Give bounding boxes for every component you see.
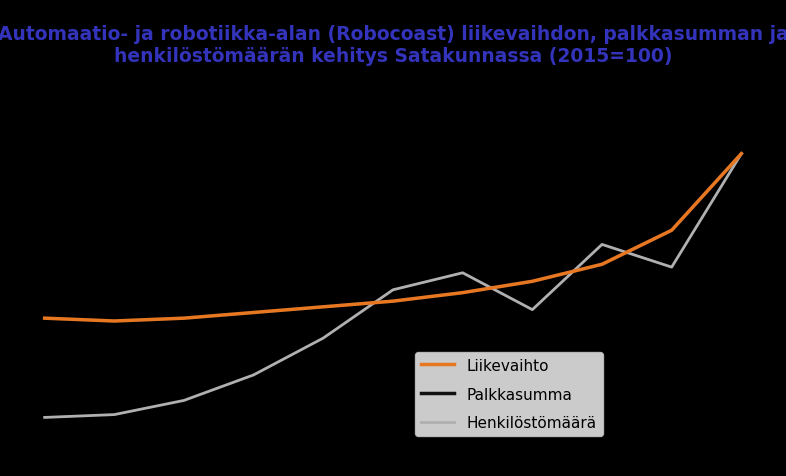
Line: Palkkasumma: Palkkasumma (45, 154, 741, 321)
Liikevaihto (179, 316, 189, 321)
Liikevaihto (667, 228, 677, 234)
Henkilöstömäärä (109, 412, 119, 417)
Palkkasumma (109, 318, 119, 324)
Palkkasumma (667, 228, 677, 234)
Henkilöstömäärä (179, 398, 189, 404)
Palkkasumma (318, 304, 328, 310)
Palkkasumma (249, 310, 259, 316)
Liikevaihto (388, 298, 398, 304)
Title: Automaatio- ja robotiikka-alan (Robocoast) liikevaihdon, palkkasumman ja
henkilö: Automaatio- ja robotiikka-alan (Robocoas… (0, 24, 786, 65)
Henkilöstömäärä (736, 151, 746, 157)
Line: Henkilöstömäärä: Henkilöstömäärä (45, 154, 741, 417)
Palkkasumma (736, 151, 746, 157)
Henkilöstömäärä (458, 270, 468, 276)
Henkilöstömäärä (388, 288, 398, 293)
Legend: Liikevaihto, Palkkasumma, Henkilöstömäärä: Liikevaihto, Palkkasumma, Henkilöstömäär… (414, 352, 603, 436)
Palkkasumma (388, 298, 398, 304)
Line: Liikevaihto: Liikevaihto (45, 154, 741, 321)
Henkilöstömäärä (40, 415, 50, 420)
Palkkasumma (179, 316, 189, 321)
Palkkasumma (597, 262, 607, 268)
Palkkasumma (458, 290, 468, 296)
Henkilöstömäärä (597, 242, 607, 248)
Liikevaihto (40, 316, 50, 321)
Liikevaihto (736, 151, 746, 157)
Henkilöstömäärä (318, 336, 328, 341)
Liikevaihto (318, 304, 328, 310)
Henkilöstömäärä (249, 372, 259, 378)
Henkilöstömäärä (667, 265, 677, 270)
Liikevaihto (597, 262, 607, 268)
Liikevaihto (458, 290, 468, 296)
Palkkasumma (40, 316, 50, 321)
Liikevaihto (249, 310, 259, 316)
Palkkasumma (527, 279, 537, 285)
Henkilöstömäärä (527, 307, 537, 313)
Liikevaihto (109, 318, 119, 324)
Liikevaihto (527, 279, 537, 285)
